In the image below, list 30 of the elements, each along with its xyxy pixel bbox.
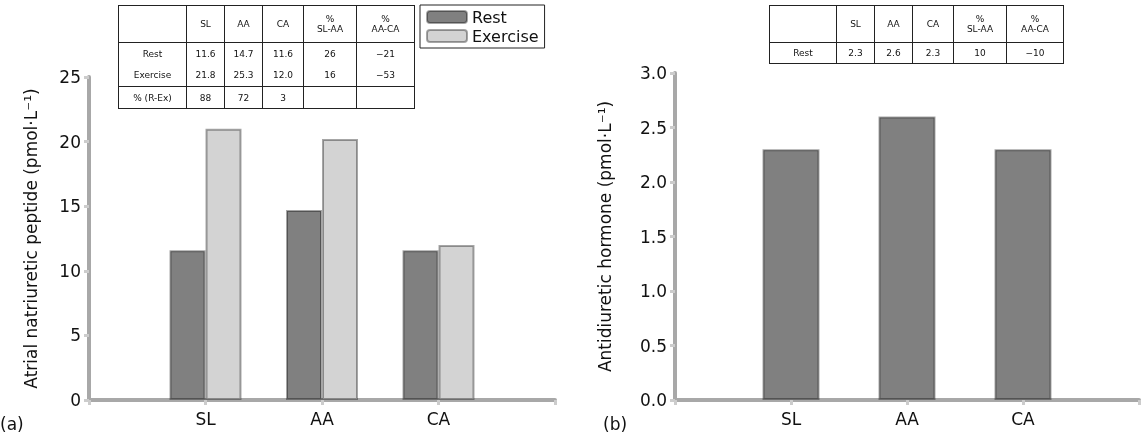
text: (a) <box>0 414 24 434</box>
text: (b) <box>603 414 628 434</box>
x-tick-label: SL <box>780 408 802 429</box>
y-tick-label: 15 <box>59 196 81 217</box>
y-tick-label: 2.0 <box>639 172 667 192</box>
y-tick-label: 1.0 <box>639 281 667 301</box>
y-axis-title: Antidiuretic hormone (pmol·L⁻¹) <box>594 100 615 373</box>
x-tick-label: CA <box>426 408 451 429</box>
y-tick-label: 5 <box>70 325 81 346</box>
legend-label: Exercise <box>472 26 539 46</box>
y-tick-label: 0 <box>70 390 81 410</box>
x-tick-label: AA <box>310 408 335 429</box>
x-tick-label: CA <box>1011 408 1036 429</box>
text: Rest 11.6 14.7 11.6 26 −21 <box>142 48 395 59</box>
x-tick-label: SL <box>195 408 217 429</box>
text: SL AA CA % SL-AA % AA-CA <box>200 14 400 34</box>
y-tick-label: 10 <box>59 260 81 281</box>
y-tick-label: 3.0 <box>639 63 667 83</box>
y-tick-label: 20 <box>59 131 81 152</box>
legend-label: Rest <box>472 7 507 27</box>
y-tick-label: 25 <box>59 67 81 87</box>
x-tick-label: AA <box>895 408 920 429</box>
text: Exercise 21.8 25.3 12.0 16 −53 <box>133 70 395 81</box>
y-tick-label: 0.5 <box>639 335 667 356</box>
text: % (R-Ex) 88 72 3 <box>133 92 286 103</box>
y-tick-label: 1.5 <box>639 226 667 247</box>
summary-table: SL AA CA % SL-AA % AA-CA Rest 2.3 2.6 2.3 10 −10 <box>769 5 1064 64</box>
y-axis-title: Atrial natriuretic peptide (pmol·L⁻¹) <box>20 88 41 389</box>
y-tick-label: 2.5 <box>639 117 667 138</box>
y-tick-label: 0.0 <box>639 390 667 410</box>
